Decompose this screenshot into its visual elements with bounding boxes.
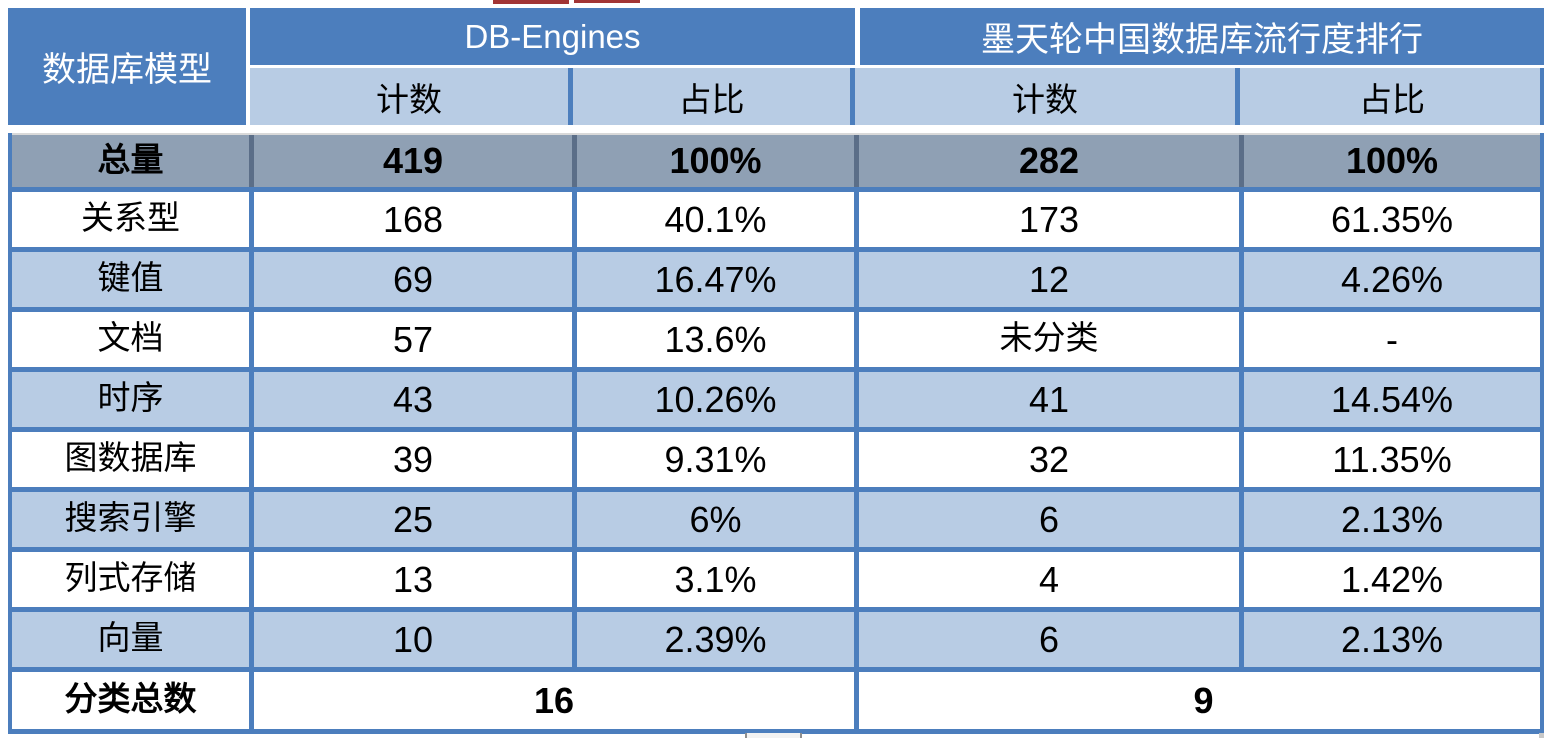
table-row: 文档 57 13.6% 未分类 - xyxy=(12,312,1540,372)
cell-cn-share: 1.42% xyxy=(1340,558,1444,600)
cell-db-cat-total: 16 xyxy=(254,672,859,729)
row-label: 时序 xyxy=(12,372,254,427)
table-row: 时序 43 10.26% 41 14.54% xyxy=(12,372,1540,432)
cell-cn-count: 173 xyxy=(859,192,1244,247)
subheader-db-count: 计数 xyxy=(250,68,573,125)
cropped-red-text-fragment xyxy=(493,0,569,4)
cell-db-share: 9.31% xyxy=(577,432,859,487)
table-row: 搜索引擎 25 6% 6 2.13% xyxy=(12,492,1540,552)
header-model-label: 数据库模型 xyxy=(42,52,212,89)
header-group-bars: DB-Engines 墨天轮中国数据库流行度排行 xyxy=(250,8,1544,65)
cell-db-count: 57 xyxy=(254,312,577,367)
cell-cn-count: 未分类 xyxy=(859,312,1244,367)
cell-db-share: 3.1% xyxy=(577,552,859,607)
cell-db-share: 100% xyxy=(577,135,859,187)
header-cell-database-model: 数据库模型 xyxy=(8,8,246,125)
cell-db-count: 39 xyxy=(254,432,577,487)
table-row: 关系型 168 40.1% 173 61.35% xyxy=(12,192,1540,252)
table-row: 图数据库 39 9.31% 32 11.35% xyxy=(12,432,1540,492)
cell-cn-count: 282 xyxy=(859,135,1244,187)
cell-db-share: 13.6% xyxy=(577,312,859,367)
horizontal-scrollbar-thumb[interactable] xyxy=(745,733,802,738)
cell-db-count: 168 xyxy=(254,192,577,247)
cell-db-share: 40.1% xyxy=(577,192,859,247)
cell-cn-share: 4.26% xyxy=(1340,258,1444,300)
cell-cn-share: 11.35% xyxy=(1332,438,1452,480)
row-label: 文档 xyxy=(12,312,254,367)
table-body: 总量 419 100% 282 100% 关系型 168 40.1% 173 6… xyxy=(8,133,1544,734)
cell-cn-share: 2.13% xyxy=(1340,498,1444,540)
subheader-cn-share: 占比 xyxy=(1359,82,1425,119)
row-label: 图数据库 xyxy=(12,432,254,487)
row-label: 总量 xyxy=(12,135,254,187)
cell-cn-share: 2.13% xyxy=(1340,618,1444,660)
table-row: 向量 10 2.39% 6 2.13% xyxy=(12,612,1540,672)
header-group-modb-ranking: 墨天轮中国数据库流行度排行 xyxy=(860,8,1544,65)
cell-cn-cat-total: 9 xyxy=(1193,679,1214,721)
cell-db-share: 10.26% xyxy=(577,372,859,427)
cell-db-count: 419 xyxy=(254,135,577,187)
cell-cn-share: 61.35% xyxy=(1330,198,1454,240)
cell-db-count: 10 xyxy=(254,612,577,667)
total-row-top-line xyxy=(12,133,1540,135)
cell-db-count: 69 xyxy=(254,252,577,307)
subheader-db-share: 占比 xyxy=(573,68,855,125)
cell-db-count: 43 xyxy=(254,372,577,427)
table-row: 列式存储 13 3.1% 4 1.42% xyxy=(12,552,1540,612)
row-label: 关系型 xyxy=(12,192,254,247)
row-label: 搜索引擎 xyxy=(12,492,254,547)
cell-cn-count: 6 xyxy=(859,492,1244,547)
cell-db-share: 2.39% xyxy=(577,612,859,667)
row-label: 键值 xyxy=(12,252,254,307)
cell-cn-count: 12 xyxy=(859,252,1244,307)
table-row-category-totals: 分类总数 16 9 xyxy=(12,672,1540,734)
cell-db-share: 6% xyxy=(577,492,859,547)
table-row-total: 总量 419 100% 282 100% xyxy=(12,135,1540,192)
cropped-red-text-fragment xyxy=(574,0,640,3)
scrollbar-corner xyxy=(1539,733,1544,738)
cell-cn-share: 14.54% xyxy=(1330,378,1454,420)
row-label: 分类总数 xyxy=(12,672,254,729)
cell-cn-count: 4 xyxy=(859,552,1244,607)
table-row: 键值 69 16.47% 12 4.26% xyxy=(12,252,1540,312)
subheader-row: 计数 占比 计数 占比 xyxy=(250,68,1544,125)
row-label: 列式存储 xyxy=(12,552,254,607)
cell-cn-share: - xyxy=(1386,318,1398,360)
cell-db-count: 25 xyxy=(254,492,577,547)
cell-cn-count: 41 xyxy=(859,372,1244,427)
cell-cn-count: 32 xyxy=(859,432,1244,487)
header-right-block: DB-Engines 墨天轮中国数据库流行度排行 计数 占比 计数 占比 xyxy=(250,8,1544,125)
cell-db-count: 13 xyxy=(254,552,577,607)
cell-cn-count: 6 xyxy=(859,612,1244,667)
cell-cn-share: 100% xyxy=(1345,140,1439,181)
header-divider xyxy=(250,65,1544,68)
row-label: 向量 xyxy=(12,612,254,667)
cell-db-share: 16.47% xyxy=(577,252,859,307)
header-group-db-engines: DB-Engines xyxy=(250,8,855,65)
subheader-cn-count: 计数 xyxy=(855,68,1240,125)
